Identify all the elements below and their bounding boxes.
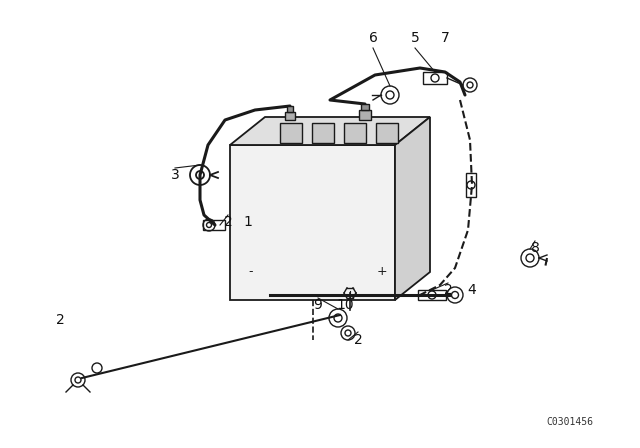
Polygon shape: [280, 123, 302, 143]
Text: 6: 6: [369, 31, 378, 45]
Polygon shape: [344, 123, 366, 143]
Text: 5: 5: [411, 31, 419, 45]
Text: -: -: [248, 265, 253, 278]
Bar: [359, 110, 371, 120]
Text: 9: 9: [314, 298, 323, 312]
Bar: [466, 173, 476, 197]
Bar: [287, 106, 293, 112]
Text: 7: 7: [440, 31, 449, 45]
Polygon shape: [395, 117, 430, 300]
Bar: [230, 145, 395, 300]
Bar: [361, 104, 369, 110]
Bar: [203, 220, 225, 230]
Text: C0301456: C0301456: [547, 417, 593, 427]
Polygon shape: [312, 123, 334, 143]
Text: 10: 10: [336, 298, 354, 312]
Text: 2: 2: [444, 283, 452, 297]
Text: 2: 2: [354, 333, 362, 347]
Polygon shape: [376, 123, 398, 143]
Text: +: +: [377, 265, 388, 278]
Text: 1: 1: [244, 215, 252, 229]
Bar: [285, 112, 295, 120]
Bar: [418, 290, 446, 300]
Text: 3: 3: [171, 168, 179, 182]
Text: 4: 4: [468, 283, 476, 297]
Polygon shape: [230, 117, 430, 145]
Text: 8: 8: [531, 241, 540, 255]
Text: 2: 2: [223, 215, 232, 229]
Bar: [423, 72, 447, 84]
Text: 2: 2: [56, 313, 65, 327]
